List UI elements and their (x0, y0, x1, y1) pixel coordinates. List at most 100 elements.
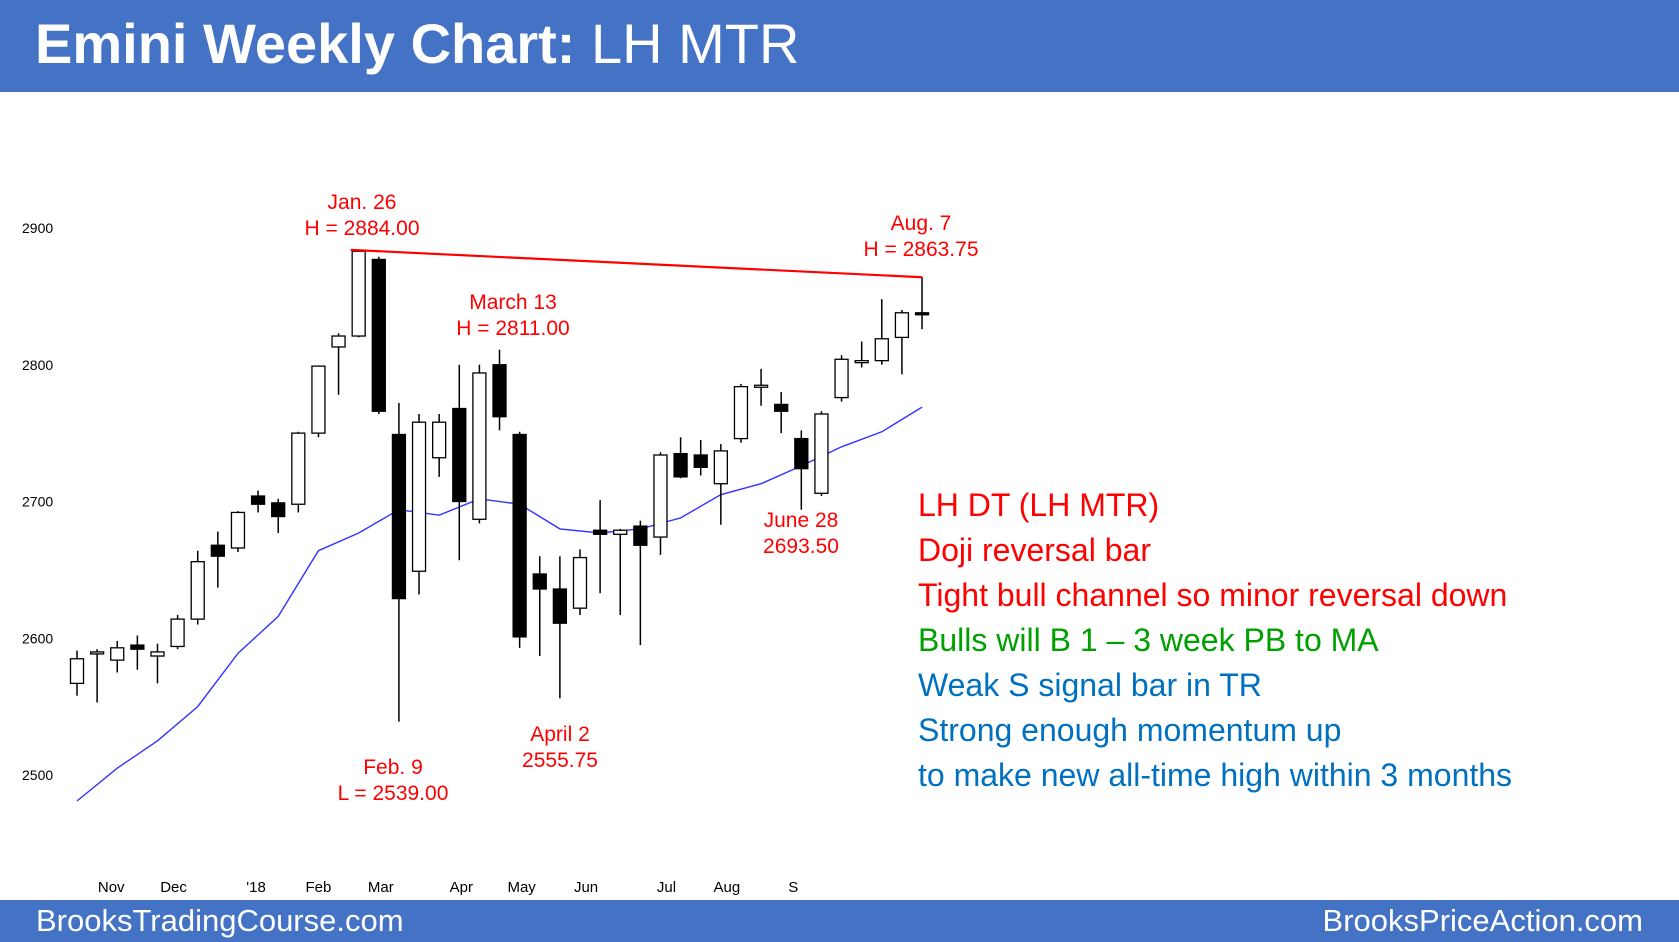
candle-body (834, 358, 849, 399)
candle-body (653, 454, 668, 538)
x-tick-label: May (507, 879, 536, 896)
candle-body (351, 250, 366, 337)
x-tick-label: Mar (368, 879, 394, 896)
footer-left-link[interactable]: BrooksTradingCourse.com (36, 903, 404, 938)
y-tick-label: 2600 (22, 630, 53, 646)
candle-body (592, 529, 608, 535)
note-line: Tight bull channel so minor reversal dow… (918, 577, 1508, 613)
candle (673, 437, 688, 479)
candle-body (814, 413, 829, 494)
x-tick-label: Feb (306, 879, 332, 896)
note-line: Doji reversal bar (918, 532, 1151, 568)
candle (693, 439, 708, 476)
candle (311, 365, 326, 438)
candle-body (150, 651, 165, 657)
candle-body (472, 372, 487, 520)
candle-body (391, 433, 407, 600)
candle-body (452, 407, 467, 503)
annotation-date: Feb. 9 (363, 756, 423, 779)
annotation-date: March 13 (469, 291, 557, 314)
candle-body (271, 502, 286, 518)
annotation-date: June 28 (763, 509, 839, 532)
annotation-jan26: Jan. 26 H = 2884.00 (272, 190, 452, 242)
candle-body (492, 364, 507, 418)
y-tick-label: 2500 (22, 767, 53, 783)
candle-body (753, 384, 769, 388)
note-line: to make new all-time high within 3 month… (918, 757, 1513, 793)
candle (271, 498, 286, 533)
candle (110, 640, 125, 673)
annotation-value: H = 2811.00 (456, 317, 570, 340)
note-line: Weak S signal bar in TR (918, 667, 1262, 703)
candle (492, 349, 507, 431)
candle-body (69, 658, 85, 685)
annotation-value: 2555.75 (522, 749, 598, 772)
candle (69, 650, 85, 696)
candle-body (673, 452, 688, 478)
candle (834, 355, 849, 402)
candle (351, 249, 366, 338)
candle-body (89, 651, 105, 655)
candle (411, 413, 427, 595)
footer-right-link[interactable]: BrooksPriceAction.com (1322, 903, 1643, 938)
candle (250, 490, 266, 513)
lower-high-trendline (350, 248, 923, 279)
candle-body (311, 365, 326, 434)
candle-body (794, 437, 809, 470)
annotation-value: H = 2863.75 (863, 238, 979, 261)
candle-body (291, 432, 306, 505)
candle (230, 511, 246, 553)
note-line: LH DT (LH MTR) (918, 487, 1160, 523)
candle (130, 635, 145, 670)
candle-body (552, 588, 568, 624)
candle (713, 444, 728, 525)
candle (733, 383, 749, 443)
candle-body (371, 258, 386, 412)
candle (432, 413, 447, 477)
candle-body (130, 644, 145, 650)
note-line: Strong enough momentum up (918, 712, 1342, 748)
candle (633, 520, 648, 646)
annotation-value: L = 2539.00 (337, 782, 449, 805)
candle (391, 403, 407, 722)
candle-body (713, 450, 728, 485)
footer-bar: BrooksTradingCourse.com BrooksPriceActio… (0, 900, 1679, 942)
y-axis: 2500 2600 2700 2800 2900 (22, 220, 53, 783)
candle-body (914, 312, 930, 316)
annotation-aug7: Aug. 7 H = 2863.75 (831, 211, 1011, 263)
annotation-feb9: Feb. 9 L = 2539.00 (303, 755, 483, 807)
candle (150, 643, 165, 684)
candle (592, 500, 608, 594)
y-tick-label: 2900 (22, 220, 53, 236)
candle (170, 615, 185, 650)
candle (572, 549, 588, 616)
commentary-notes: LH DT (LH MTR) Doji reversal bar Tight b… (918, 483, 1512, 798)
candle-body (693, 454, 708, 468)
candle-body (633, 525, 648, 546)
annotation-june28: June 28 2693.50 (711, 508, 891, 560)
x-tick-label: Jul (657, 879, 676, 896)
x-tick-label: Jun (574, 879, 598, 896)
trendline (350, 248, 923, 279)
x-tick-label: Dec (160, 879, 187, 896)
candle-body (110, 647, 125, 661)
annotation-value: H = 2884.00 (304, 217, 420, 240)
candle (472, 364, 487, 524)
y-tick-label: 2700 (22, 494, 53, 510)
candlestick-chart: 2500 2600 2700 2800 2900 Nov Dec '18 Feb Mar Apr M… (22, 220, 930, 896)
x-axis: Nov Dec '18 Feb Mar Apr May Jun Jul Aug S (98, 879, 798, 896)
candle-body (733, 385, 749, 440)
candle-body (230, 511, 246, 549)
candle (331, 333, 346, 395)
x-tick-label: Nov (98, 879, 125, 896)
candle (210, 531, 225, 588)
page-title: Emini Weekly Chart: LH MTR (35, 10, 799, 78)
candle-body (190, 561, 205, 620)
annotation-march13: March 13 H = 2811.00 (423, 290, 603, 342)
candle-body (532, 573, 547, 590)
candle-body (774, 403, 789, 412)
candle (814, 411, 829, 497)
candle (613, 528, 628, 616)
annotation-date: Aug. 7 (890, 212, 952, 235)
annotation-date: Jan. 26 (327, 191, 397, 214)
